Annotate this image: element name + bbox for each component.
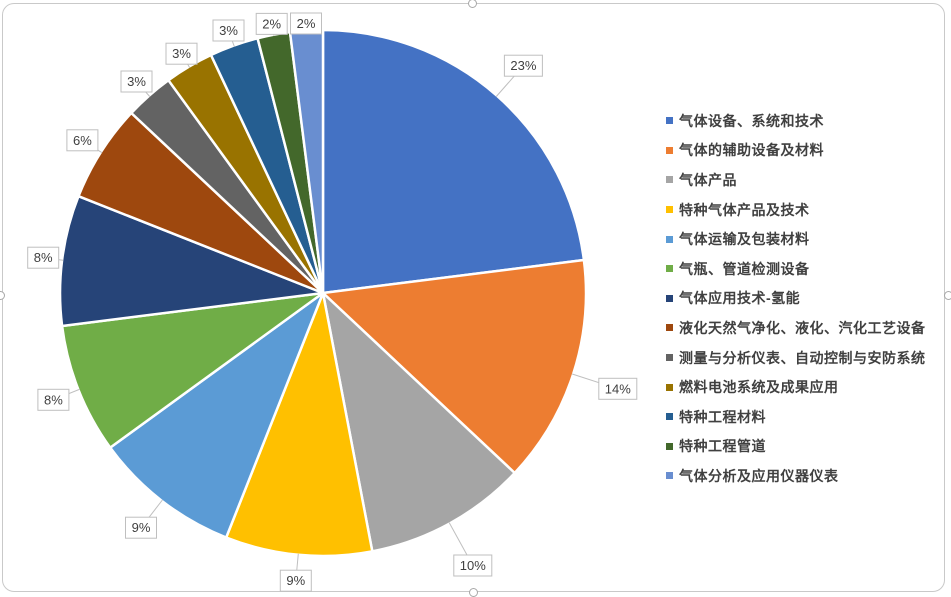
- data-label-value: 6%: [73, 133, 92, 148]
- legend-item-label: 液化天然气净化、液化、汽化工艺设备: [679, 319, 926, 336]
- legend-item-label: 气体应用技术-氢能: [679, 290, 801, 307]
- pie-slice-0[interactable]: [321, 28, 586, 295]
- data-label-value: 14%: [605, 381, 631, 396]
- legend-item-label: 气瓶、管道检测设备: [679, 260, 810, 277]
- legend-item-12[interactable]: 气体分析及应用仪器仪表: [666, 461, 946, 491]
- legend-item-label: 气体分析及应用仪器仪表: [679, 467, 839, 484]
- legend-marker: [666, 383, 673, 391]
- data-label-value: 9%: [286, 573, 305, 588]
- legend-marker: [666, 117, 673, 125]
- data-label-callout[interactable]: [66, 129, 99, 152]
- legend-item-label: 特种工程管道: [679, 438, 766, 455]
- data-label-value: 23%: [510, 58, 536, 73]
- legend-marker: [666, 294, 673, 302]
- legend-marker: [666, 206, 673, 214]
- data-label-value: 3%: [172, 46, 191, 61]
- resize-handle-right[interactable]: [944, 291, 951, 300]
- legend-item-8[interactable]: 测量与分析仪表、自动控制与安防系统: [666, 343, 946, 373]
- data-label-callout[interactable]: [255, 12, 288, 35]
- legend-item-10[interactable]: 特种工程材料: [666, 402, 946, 432]
- legend-item-6[interactable]: 气体应用技术-氢能: [666, 284, 946, 314]
- data-label-value: 8%: [44, 392, 63, 407]
- data-label-callout[interactable]: [165, 42, 198, 65]
- legend-item-label: 气体运输及包装材料: [679, 231, 810, 248]
- legend-item-4[interactable]: 气体运输及包装材料: [666, 224, 946, 254]
- legend-item-label: 气体的辅助设备及材料: [679, 142, 824, 159]
- data-label-callout[interactable]: [598, 377, 638, 400]
- data-label-callout[interactable]: [120, 70, 153, 93]
- legend-marker: [666, 235, 673, 243]
- legend-marker: [666, 146, 673, 154]
- data-label-callout[interactable]: [37, 388, 70, 411]
- legend-marker: [666, 442, 673, 450]
- data-label-callout[interactable]: [27, 246, 60, 269]
- legend-item-7[interactable]: 液化天然气净化、液化、汽化工艺设备: [666, 313, 946, 343]
- legend-item-3[interactable]: 特种气体产品及技术: [666, 195, 946, 225]
- resize-handle-left[interactable]: [0, 291, 5, 300]
- legend-item-label: 气体产品: [679, 171, 737, 188]
- data-label-callout[interactable]: [290, 12, 322, 35]
- legend-marker: [666, 265, 673, 273]
- legend-marker: [666, 324, 673, 332]
- data-label-callout[interactable]: [279, 569, 312, 592]
- data-label-value: 3%: [127, 74, 146, 89]
- legend-marker: [666, 354, 673, 362]
- data-label-value: 8%: [34, 250, 53, 265]
- legend-item-label: 测量与分析仪表、自动控制与安防系统: [679, 349, 926, 366]
- legend-item-0[interactable]: 气体设备、系统和技术: [666, 106, 946, 136]
- data-label-value: 10%: [460, 558, 486, 573]
- data-label-value: 9%: [132, 520, 151, 535]
- legend-item-2[interactable]: 气体产品: [666, 165, 946, 195]
- legend-item-label: 特种气体产品及技术: [679, 201, 810, 218]
- legend-marker: [666, 176, 673, 184]
- legend-marker: [666, 472, 673, 480]
- legend-item-label: 气体设备、系统和技术: [679, 112, 824, 129]
- data-label-callout[interactable]: [503, 54, 543, 77]
- data-label-callout[interactable]: [453, 554, 493, 577]
- legend-item-5[interactable]: 气瓶、管道检测设备: [666, 254, 946, 284]
- legend-item-label: 燃料电池系统及成果应用: [679, 379, 839, 396]
- legend-marker: [666, 413, 673, 421]
- data-label-value: 2%: [297, 16, 316, 31]
- legend-item-11[interactable]: 特种工程管道: [666, 432, 946, 462]
- legend-item-1[interactable]: 气体的辅助设备及材料: [666, 136, 946, 166]
- data-label-callout[interactable]: [212, 19, 245, 42]
- data-label-callout[interactable]: [125, 516, 157, 539]
- legend-item-label: 特种工程材料: [679, 408, 766, 425]
- legend-item-9[interactable]: 燃料电池系统及成果应用: [666, 372, 946, 402]
- data-label-value: 2%: [262, 16, 281, 31]
- resize-handle-top[interactable]: [468, 0, 477, 8]
- data-label-value: 3%: [219, 23, 238, 38]
- legend: 气体设备、系统和技术 气体的辅助设备及材料 气体产品特种气体产品及技术 气体运输及包装…: [666, 106, 946, 491]
